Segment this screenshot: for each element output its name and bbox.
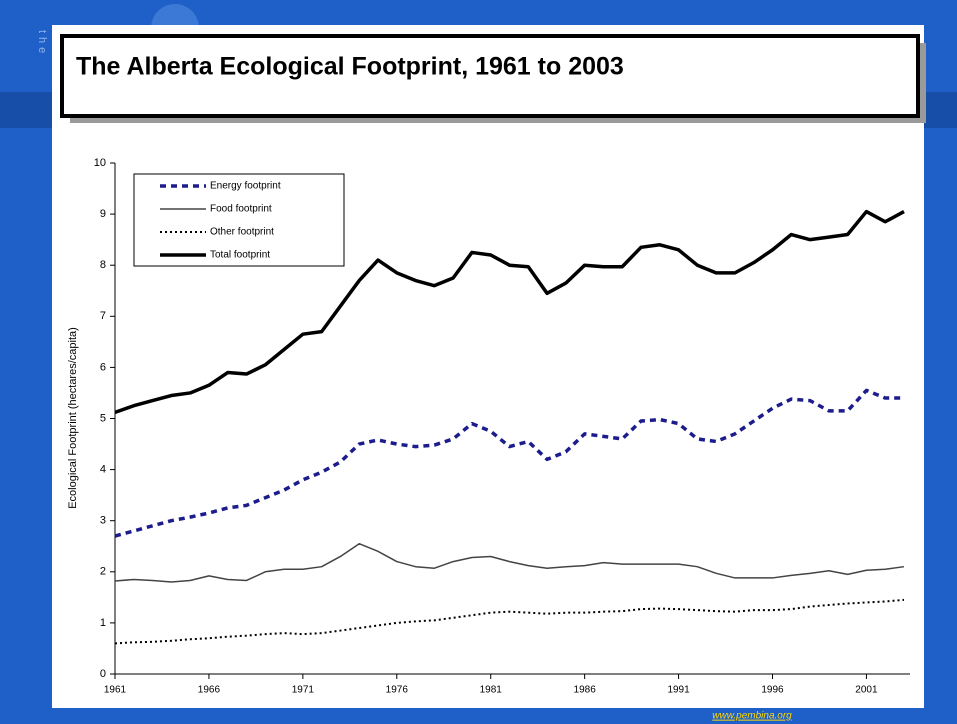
legend-label: Other footprint xyxy=(210,227,274,238)
series-line xyxy=(114,209,905,415)
series-line xyxy=(114,542,905,583)
legend-label: Energy footprint xyxy=(210,181,281,192)
title-box xyxy=(60,34,920,118)
legend-label: Total footprint xyxy=(210,250,270,261)
x-tick-label: 1996 xyxy=(761,685,784,696)
y-axis-label: Ecological Footprint (hectares/capita) xyxy=(67,327,79,509)
y-tick-label: 10 xyxy=(94,157,106,169)
series-line xyxy=(114,388,904,538)
y-tick-label: 8 xyxy=(100,259,106,271)
legend-label: Food footprint xyxy=(210,204,272,215)
x-tick-label: 1991 xyxy=(667,685,690,696)
y-tick-label: 2 xyxy=(100,566,106,578)
y-tick-label: 5 xyxy=(100,412,106,424)
source-link[interactable]: www.pembina.org xyxy=(712,711,792,722)
y-tick-label: 4 xyxy=(100,464,106,476)
series-line xyxy=(114,598,905,645)
chart-title: The Alberta Ecological Footprint, 1961 t… xyxy=(76,53,624,81)
x-tick-label: 1986 xyxy=(574,685,597,696)
y-tick-label: 3 xyxy=(100,515,106,527)
x-tick-label: 1981 xyxy=(480,685,503,696)
panel xyxy=(52,25,924,708)
x-tick-label: 1966 xyxy=(198,685,221,696)
y-tick-label: 1 xyxy=(100,617,106,629)
side-text: the xyxy=(36,30,48,57)
legend-box xyxy=(133,173,345,267)
x-tick-label: 1961 xyxy=(104,685,127,696)
x-tick-label: 1971 xyxy=(292,685,315,696)
x-tick-label: 1976 xyxy=(386,685,409,696)
y-tick-label: 6 xyxy=(100,361,106,373)
x-tick-label: 2001 xyxy=(855,685,878,696)
y-tick-label: 7 xyxy=(100,310,106,322)
y-tick-label: 0 xyxy=(100,668,106,680)
y-tick-label: 9 xyxy=(100,208,106,220)
